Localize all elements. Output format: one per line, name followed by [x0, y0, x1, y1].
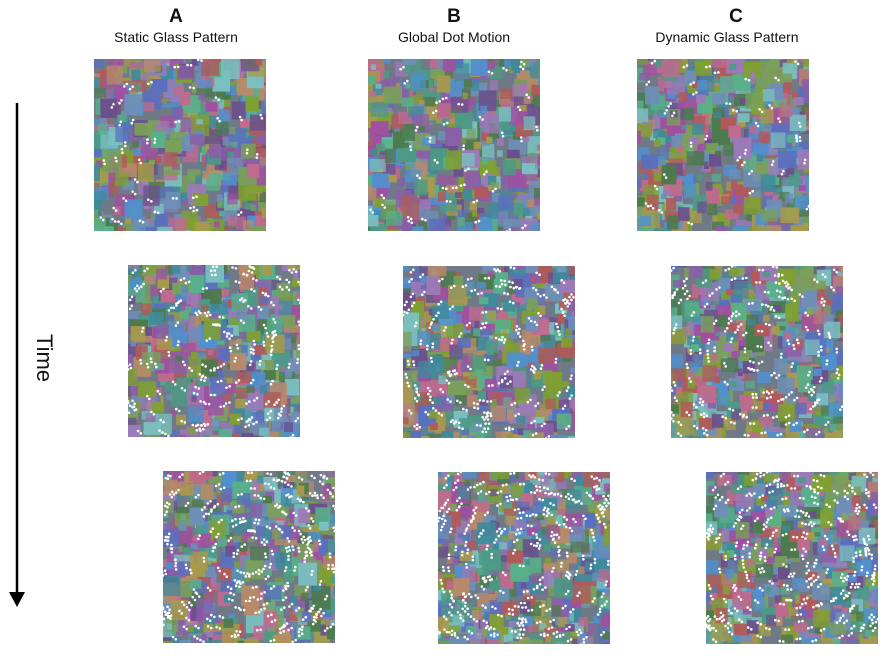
- column-letter-b: B: [447, 6, 461, 27]
- time-arrow: [9, 103, 25, 607]
- panel-static-glass-t3: [163, 471, 335, 643]
- panel-dynamic-glass-t2: [671, 266, 843, 438]
- panel-static-glass-t1: [94, 59, 266, 231]
- panel-dynamic-glass-t1: [637, 59, 809, 231]
- column-title-b: Global Dot Motion: [397, 29, 511, 45]
- time-label: Time: [32, 333, 57, 383]
- column-letter-c: C: [729, 6, 743, 27]
- panel-global-dot-t2: [403, 266, 575, 438]
- panel-static-glass-t2: [128, 265, 300, 437]
- column-title-c: Dynamic Glass Pattern: [655, 29, 799, 45]
- panel-dynamic-glass-t3: [706, 472, 878, 644]
- column-title-a: Static Glass Pattern: [114, 29, 238, 45]
- column-letter-a: A: [169, 6, 183, 27]
- panel-global-dot-t1: [368, 59, 540, 231]
- panel-global-dot-t3: [438, 472, 610, 644]
